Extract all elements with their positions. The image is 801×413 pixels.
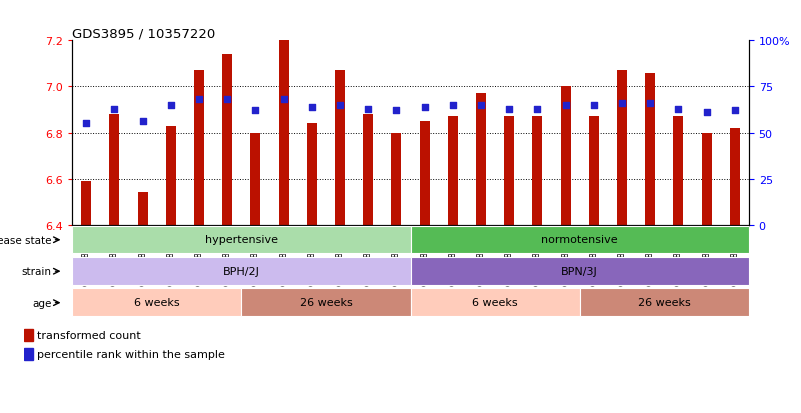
Point	[277, 97, 290, 103]
Point	[446, 102, 459, 109]
Point	[616, 100, 629, 107]
Point	[531, 106, 544, 113]
Text: hypertensive: hypertensive	[205, 235, 278, 244]
Bar	[307, 124, 316, 225]
Text: GDS3895 / 10357220: GDS3895 / 10357220	[72, 27, 215, 40]
Point	[305, 104, 318, 111]
Bar	[589, 117, 599, 225]
Bar	[533, 117, 542, 225]
Text: BPN/3J: BPN/3J	[562, 266, 598, 276]
Bar	[335, 71, 345, 225]
Bar	[24, 329, 33, 342]
Text: normotensive: normotensive	[541, 235, 618, 244]
Bar	[674, 117, 683, 225]
Bar	[702, 133, 711, 225]
Bar	[410, 257, 749, 285]
Bar	[279, 37, 288, 225]
Text: BPH/2J: BPH/2J	[223, 266, 260, 276]
Point	[333, 102, 346, 109]
Point	[249, 108, 262, 114]
Point	[728, 108, 741, 114]
Point	[503, 106, 516, 113]
Bar	[251, 133, 260, 225]
Bar	[730, 128, 740, 225]
Bar	[448, 117, 457, 225]
Point	[221, 97, 234, 103]
Bar	[617, 71, 627, 225]
Bar	[166, 126, 175, 225]
Bar	[561, 87, 570, 225]
Text: 6 weeks: 6 weeks	[473, 297, 518, 307]
Bar	[476, 94, 486, 225]
Text: age: age	[33, 298, 52, 308]
Point	[587, 102, 600, 109]
Text: 6 weeks: 6 weeks	[134, 297, 179, 307]
Text: strain: strain	[22, 266, 52, 277]
Bar	[72, 226, 410, 254]
Point	[108, 106, 121, 113]
Point	[136, 119, 149, 126]
Text: percentile rank within the sample: percentile rank within the sample	[38, 349, 225, 359]
Bar	[138, 193, 147, 225]
Bar	[392, 133, 401, 225]
Bar	[364, 115, 373, 225]
Bar	[410, 289, 580, 316]
Bar	[110, 115, 119, 225]
Point	[418, 104, 431, 111]
Point	[559, 102, 572, 109]
Point	[475, 102, 488, 109]
Bar	[72, 257, 410, 285]
Bar	[420, 122, 429, 225]
Bar	[222, 55, 232, 225]
Text: 26 weeks: 26 weeks	[300, 297, 352, 307]
Bar	[505, 117, 514, 225]
Bar	[72, 289, 241, 316]
Point	[672, 106, 685, 113]
Point	[192, 97, 205, 103]
Point	[644, 100, 657, 107]
Bar	[194, 71, 204, 225]
Text: 26 weeks: 26 weeks	[638, 297, 690, 307]
Bar	[24, 348, 33, 361]
Text: disease state: disease state	[0, 235, 52, 245]
Bar	[81, 181, 91, 225]
Point	[362, 106, 375, 113]
Point	[700, 110, 713, 116]
Bar	[646, 74, 655, 225]
Point	[390, 108, 403, 114]
Text: transformed count: transformed count	[38, 330, 141, 340]
Bar	[241, 289, 410, 316]
Bar	[580, 289, 749, 316]
Point	[164, 102, 177, 109]
Bar	[410, 226, 749, 254]
Point	[80, 121, 93, 127]
